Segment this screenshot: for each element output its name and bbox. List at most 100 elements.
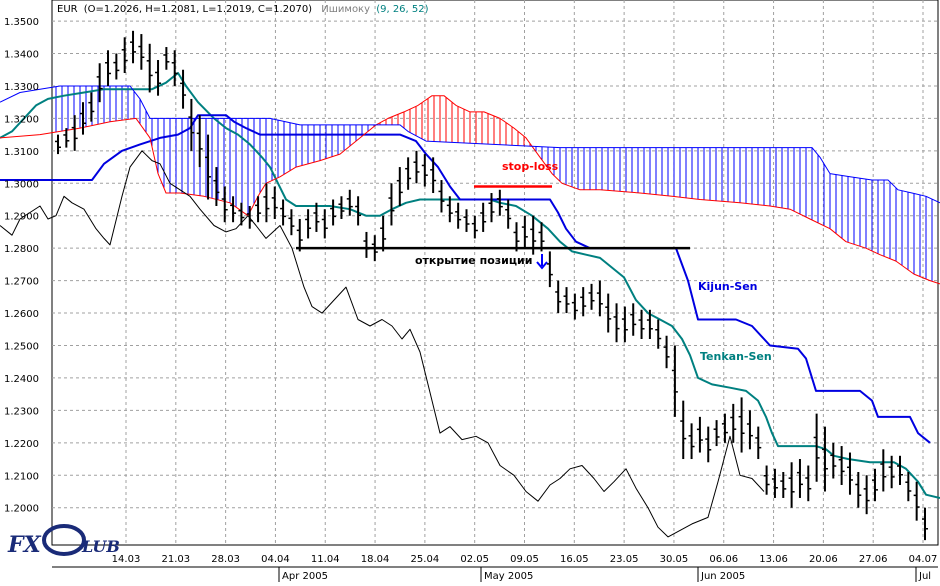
price-bar [205, 134, 212, 200]
price-bar [846, 452, 853, 495]
price-bar [922, 507, 928, 541]
price-bar [521, 215, 528, 249]
price-bar [696, 416, 703, 453]
price-bar [538, 222, 545, 252]
x-tick-label: 30.05 [660, 554, 689, 565]
price-bar [188, 98, 195, 151]
price-bars [55, 30, 928, 541]
price-bar [796, 459, 803, 498]
down-arrow-icon [536, 254, 548, 270]
grid [52, 0, 938, 545]
price-bar [730, 403, 737, 443]
price-bar [513, 222, 520, 252]
price-bar [146, 43, 153, 93]
x-tick-label: 02.05 [460, 554, 489, 565]
price-bar [280, 199, 287, 226]
price-bar [713, 420, 720, 447]
price-bar [505, 199, 512, 229]
chart-title: EUR (O=1.2026, H=1.2081, L=1.2019, C=1.2… [57, 4, 429, 15]
price-bar [230, 196, 237, 223]
month-label: Jun 2005 [700, 571, 745, 582]
y-tick-label: 1.2900 [4, 212, 39, 223]
price-bar [580, 287, 587, 317]
chikou-span-line [0, 150, 765, 538]
price-bar [888, 455, 895, 489]
price-bar [663, 335, 670, 369]
price-bar [913, 481, 920, 521]
price-bar [763, 465, 770, 495]
price-bar [605, 293, 612, 333]
price-bar [880, 449, 887, 492]
price-bar [71, 115, 78, 151]
x-tick-label: 04.07 [909, 554, 938, 565]
month-label: Apr 2005 [282, 571, 328, 582]
price-bar [55, 134, 61, 155]
indicator-name: Ишимоку [321, 4, 370, 15]
price-bar [180, 69, 187, 109]
entry-label: открытие позиции [415, 254, 532, 267]
price-bar [830, 442, 837, 479]
y-tick-label: 1.2500 [4, 341, 39, 352]
price-bar [221, 186, 228, 223]
price-bar [630, 303, 637, 336]
price-bar [646, 309, 653, 340]
y-tick-label: 1.3400 [4, 50, 39, 61]
price-bar [313, 202, 320, 232]
price-bar [196, 115, 203, 168]
price-bar [113, 53, 120, 80]
price-bar [496, 189, 503, 216]
price-bar [480, 202, 487, 232]
price-bar [871, 468, 878, 502]
stop-loss-label: stop-loss [502, 160, 559, 173]
fxclub-logo: FX LUB [7, 524, 120, 558]
price-bar [588, 283, 595, 310]
price-bar [855, 472, 862, 508]
x-tick-label: 20.06 [809, 554, 838, 565]
y-tick-label: 1.3000 [4, 179, 39, 190]
price-bar [121, 37, 128, 73]
price-bar [380, 215, 387, 252]
price-bar [130, 30, 137, 64]
price-bar [405, 157, 412, 190]
price-bar [463, 209, 470, 232]
price-bar [421, 154, 428, 187]
y-tick-label: 1.2100 [4, 471, 39, 482]
price-bar [238, 202, 245, 226]
month-label: May 2005 [484, 571, 533, 582]
price-bar [338, 196, 345, 219]
y-tick-label: 1.3300 [4, 82, 39, 93]
x-tick-label: 23.05 [610, 554, 639, 565]
y-tick-label: 1.2300 [4, 406, 39, 417]
price-bar [330, 199, 337, 226]
x-tick-label: 11.04 [311, 554, 340, 565]
symbol-label: EUR [57, 4, 78, 15]
y-tick-label: 1.3200 [4, 114, 39, 125]
price-bar [388, 183, 395, 226]
y-tick-label: 1.2000 [4, 504, 39, 515]
price-bar [430, 157, 437, 194]
price-bar [246, 205, 253, 229]
price-bar [255, 196, 262, 223]
price-bar [163, 47, 170, 70]
price-bar [396, 167, 403, 206]
logo-text: FX [7, 532, 42, 558]
price-bar [138, 34, 145, 70]
y-tick-label: 1.2400 [4, 374, 39, 385]
price-bar [688, 423, 695, 460]
price-bar [321, 209, 328, 239]
price-bar [96, 63, 103, 103]
series-layer [0, 72, 940, 538]
price-bar [613, 303, 620, 343]
price-bar [788, 462, 795, 508]
senkou-span-b-line [0, 85, 940, 204]
price-bar [596, 280, 603, 317]
x-tick-label: 13.06 [759, 554, 788, 565]
price-bar [446, 196, 453, 223]
y-tick-label: 1.2600 [4, 309, 39, 320]
y-tick-label: 1.2700 [4, 277, 39, 288]
axes: 1.3500 1.3400 1.3300 1.3200 1.3100 1.3000 1.29… [4, 17, 938, 582]
y-tick-label: 1.2800 [4, 244, 39, 255]
price-bar [621, 306, 628, 343]
